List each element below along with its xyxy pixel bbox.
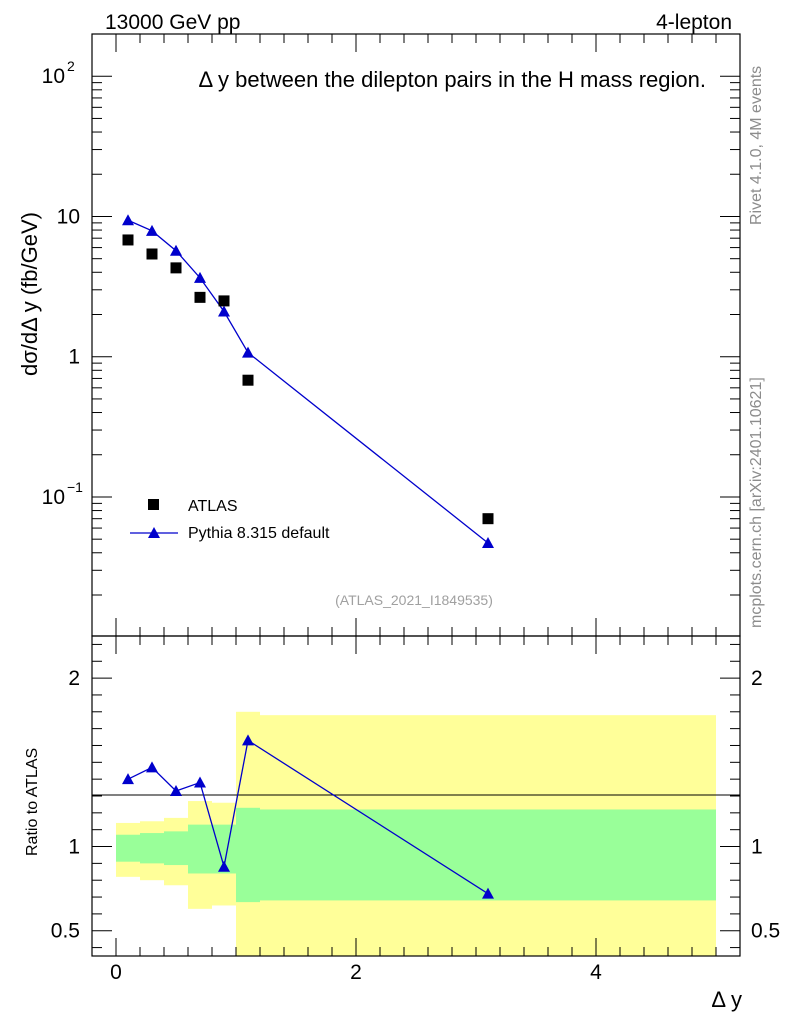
- pythia-point: [482, 536, 494, 548]
- header-left: 13000 GeV pp: [105, 11, 240, 34]
- ratio-point: [482, 887, 494, 899]
- ratio-point: [122, 773, 134, 785]
- pythia-line: [127, 219, 489, 544]
- pythia-point: [194, 271, 206, 283]
- ratio-point: [194, 776, 206, 788]
- pythia-point: [122, 214, 134, 226]
- mcplots-label: mcplots.cern.ch [arXiv:2401.10621]: [748, 377, 765, 628]
- atlas-point: [482, 513, 494, 525]
- pythia-point: [146, 224, 158, 236]
- ratio-band-inner: [140, 833, 164, 864]
- pythia-point: [170, 244, 182, 256]
- pythia-point: [218, 305, 230, 317]
- main-tick-marks: [92, 33, 740, 636]
- main-y-tick-label: 10: [42, 486, 65, 509]
- legend-atlas-label: ATLAS: [188, 498, 238, 515]
- ratio-y-tick-label-right: 1: [751, 836, 763, 859]
- main-data-marks: [122, 214, 494, 548]
- watermark: (ATLAS_2021_I1849535): [335, 592, 493, 608]
- atlas-point: [170, 262, 182, 274]
- rivet-label: Rivet 4.1.0, 4M events: [748, 66, 765, 225]
- main-y-tick-label: 10: [42, 65, 65, 88]
- ratio-tick-marks: [92, 636, 740, 956]
- main-y-tick-label-exponent: −1: [67, 479, 83, 495]
- pythia-point: [242, 346, 254, 358]
- ratio-point: [146, 761, 158, 773]
- legend: ATLAS Pythia 8.315 default: [130, 498, 330, 542]
- main-y-axis-label: dσ/dΔ y (fb/GeV): [17, 212, 42, 376]
- main-title: Δ y between the dilepton pairs in the H …: [198, 67, 706, 92]
- ratio-band-inner: [236, 807, 260, 903]
- ratio-band-inner: [188, 824, 212, 874]
- atlas-point: [242, 374, 254, 386]
- ratio-panel: 0.5 0.5 1 1 2 2 0 2 4 Ratio to ATLAS Δ y: [24, 635, 780, 1012]
- ratio-y-tick-labels: 0.5 0.5 1 1 2 2: [51, 667, 780, 943]
- x-tick-label: 4: [590, 961, 602, 984]
- atlas-point: [122, 234, 134, 246]
- ratio-point: [242, 734, 254, 746]
- legend-pythia-label: Pythia 8.315 default: [188, 525, 330, 542]
- ratio-y-tick-label: 1: [68, 836, 80, 859]
- ratio-band-inner: [164, 831, 188, 866]
- x-axis-label: Δ y: [711, 987, 742, 1012]
- atlas-point: [218, 295, 230, 307]
- ratio-y-tick-label: 2: [68, 667, 80, 690]
- x-tick-label: 2: [350, 961, 362, 984]
- main-y-tick-label-exponent: 2: [67, 58, 75, 74]
- main-y-tick-label: 1: [68, 346, 80, 369]
- legend-pythia-marker: [148, 527, 160, 538]
- legend-atlas-marker: [148, 499, 159, 510]
- x-tick-labels: 0 2 4: [110, 961, 602, 984]
- ratio-uncertainty-bands: [116, 711, 716, 956]
- main-frame: [91, 33, 741, 637]
- ratio-data-marks: [122, 734, 494, 899]
- atlas-point: [146, 248, 158, 260]
- ratio-y-tick-label-right: 0.5: [751, 920, 780, 943]
- header-right: 4-lepton: [656, 11, 732, 34]
- ratio-y-tick-label-right: 2: [751, 667, 763, 690]
- main-y-tick-label: 10: [57, 205, 80, 228]
- atlas-point: [194, 291, 206, 303]
- ratio-y-tick-label: 0.5: [51, 920, 80, 943]
- x-tick-label: 0: [110, 961, 122, 984]
- ratio-point: [218, 860, 230, 872]
- ratio-band-inner: [260, 809, 716, 901]
- ratio-band-inner: [116, 834, 140, 862]
- ratio-y-axis-label: Ratio to ATLAS: [24, 748, 41, 856]
- ratio-point: [170, 784, 182, 796]
